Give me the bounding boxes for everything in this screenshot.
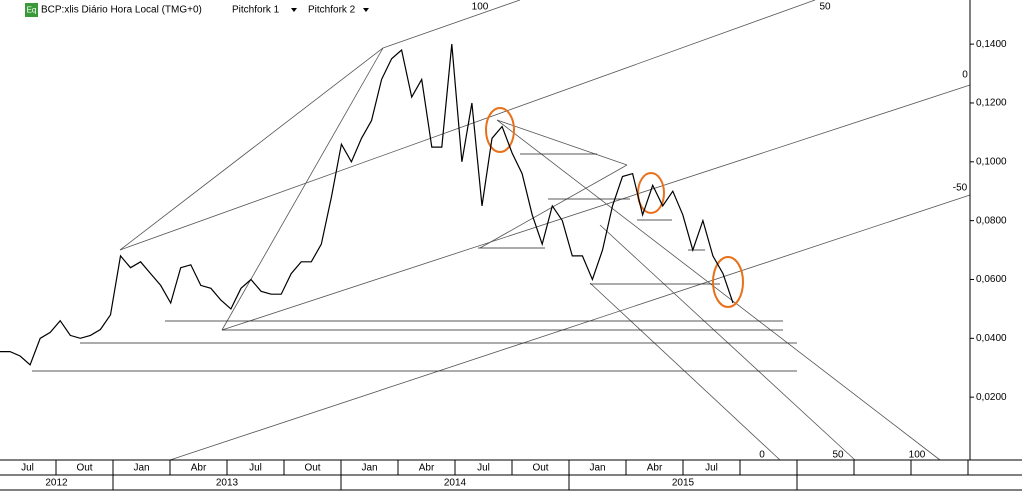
- x-tick-label: Jan: [133, 463, 149, 474]
- horizontal-lines: [32, 153, 797, 372]
- icon-label: Eq: [27, 6, 37, 15]
- pitchfork-2: [479, 119, 941, 461]
- x-tick-label: Jul: [21, 463, 34, 474]
- icon: [25, 3, 38, 17]
- y-tick-label: 0,0800: [976, 215, 1007, 226]
- dropdown-arrow: [363, 8, 369, 12]
- pitchfork-label: 50: [819, 2, 831, 13]
- y-tick-label: 0,1000: [976, 156, 1007, 167]
- dropdown-arrow: [291, 8, 297, 12]
- chart-title: BCP:xlis Diário Hora Local (TMG+0): [41, 5, 202, 16]
- y-tick-label: 0,1200: [976, 98, 1007, 109]
- pitchfork-1: [119, 0, 971, 461]
- x-tick-label: Jan: [361, 463, 377, 474]
- year-label: 2012: [45, 478, 68, 489]
- x-tick-label: Out: [532, 463, 548, 474]
- y-tick-label: 0,0400: [976, 333, 1007, 344]
- pitchfork-label: 0: [962, 70, 968, 81]
- x-tick-label: Abr: [419, 463, 435, 474]
- x-tick-label: Out: [76, 463, 92, 474]
- pitchfork-label: -50: [953, 183, 968, 194]
- toolbar-item[interactable]: Pitchfork 2: [308, 5, 356, 16]
- toolbar-item[interactable]: Pitchfork 1: [232, 5, 280, 16]
- price-line: [0, 44, 734, 366]
- pitchfork-label: 100: [909, 450, 926, 461]
- y-tick-label: 0,0600: [976, 274, 1007, 285]
- x-tick-label: Jul: [705, 463, 718, 474]
- pitchfork-label: 100: [472, 2, 489, 13]
- x-tick-label: Jul: [249, 463, 262, 474]
- highlight-rings: [485, 107, 744, 308]
- year-label: 2014: [444, 478, 467, 489]
- x-tick-label: Abr: [647, 463, 663, 474]
- x-tick-label: Jan: [589, 463, 605, 474]
- year-label: 2015: [672, 478, 695, 489]
- pitchfork-label: 50: [832, 450, 844, 461]
- x-tick-label: Jul: [477, 463, 490, 474]
- x-tick-label: Out: [304, 463, 320, 474]
- pitchfork-label: 0: [759, 450, 765, 461]
- x-tick-label: Abr: [191, 463, 207, 474]
- y-tick-label: 0,0200: [976, 392, 1007, 403]
- year-label: 2013: [216, 478, 239, 489]
- y-tick-label: 0,1400: [976, 39, 1007, 50]
